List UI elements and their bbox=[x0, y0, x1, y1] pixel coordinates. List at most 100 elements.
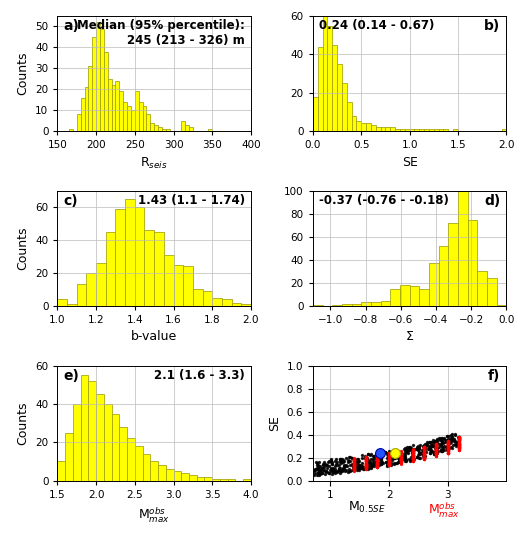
Point bbox=[367, 461, 376, 470]
Point bbox=[426, 437, 434, 446]
Point bbox=[408, 452, 417, 460]
Bar bbox=[104, 52, 108, 131]
Point bbox=[384, 452, 393, 460]
Point bbox=[340, 462, 349, 471]
Bar bbox=[143, 454, 150, 481]
Point bbox=[321, 466, 329, 475]
Point bbox=[444, 435, 452, 443]
Point bbox=[349, 463, 357, 472]
Bar bbox=[85, 87, 88, 131]
Point bbox=[410, 445, 419, 453]
Point bbox=[393, 446, 401, 454]
Text: M$^{obs}_{max}$: M$^{obs}_{max}$ bbox=[429, 500, 460, 520]
Point bbox=[433, 444, 441, 452]
Point bbox=[444, 437, 452, 446]
Point bbox=[455, 441, 464, 449]
Point bbox=[336, 458, 344, 467]
Point bbox=[385, 452, 393, 460]
Point bbox=[396, 449, 405, 458]
Point bbox=[443, 431, 451, 440]
Bar bbox=[173, 471, 181, 481]
Point bbox=[455, 438, 464, 446]
Point bbox=[409, 451, 417, 459]
Point bbox=[432, 444, 440, 452]
Point bbox=[425, 449, 434, 457]
Point bbox=[432, 435, 441, 444]
Point bbox=[397, 452, 405, 461]
Point bbox=[444, 442, 452, 451]
Point bbox=[449, 436, 458, 445]
Point bbox=[385, 459, 393, 468]
Point bbox=[455, 436, 464, 444]
Point bbox=[361, 459, 370, 468]
Point bbox=[455, 438, 464, 447]
Point bbox=[444, 440, 452, 449]
Point bbox=[385, 457, 393, 465]
Point bbox=[455, 445, 464, 454]
Point bbox=[447, 431, 455, 439]
Point bbox=[435, 439, 443, 448]
Point bbox=[377, 460, 385, 468]
Point bbox=[327, 456, 336, 465]
Point bbox=[401, 454, 409, 462]
Point bbox=[355, 464, 364, 473]
Point bbox=[364, 465, 373, 473]
Point bbox=[432, 446, 440, 454]
Point bbox=[364, 456, 372, 464]
Point bbox=[335, 466, 343, 474]
Point bbox=[408, 447, 417, 456]
Point bbox=[414, 447, 423, 456]
Point bbox=[330, 466, 338, 475]
Point bbox=[444, 436, 452, 444]
Point bbox=[387, 460, 396, 469]
Point bbox=[335, 465, 343, 473]
Point bbox=[441, 437, 449, 446]
Point bbox=[361, 460, 370, 468]
Point bbox=[432, 449, 440, 457]
Point bbox=[385, 461, 393, 469]
Point bbox=[408, 452, 417, 460]
Point bbox=[413, 443, 421, 452]
Point bbox=[420, 444, 429, 453]
Point bbox=[332, 460, 340, 468]
Point bbox=[361, 456, 370, 465]
Point bbox=[447, 435, 456, 443]
Bar bbox=[135, 91, 139, 131]
Point bbox=[455, 435, 464, 443]
Bar bbox=[106, 232, 115, 306]
Point bbox=[444, 445, 452, 453]
Point bbox=[455, 433, 464, 442]
Point bbox=[385, 459, 393, 467]
Point bbox=[408, 452, 417, 460]
Point bbox=[401, 444, 410, 452]
Point bbox=[335, 464, 343, 473]
Point bbox=[397, 448, 405, 457]
Point bbox=[420, 442, 429, 451]
Point bbox=[405, 443, 413, 451]
Point bbox=[350, 466, 358, 474]
Point bbox=[385, 452, 393, 460]
Point bbox=[408, 446, 417, 454]
Point bbox=[455, 435, 464, 443]
Point bbox=[455, 439, 464, 447]
Point bbox=[376, 459, 384, 467]
Bar bbox=[434, 129, 438, 131]
Point bbox=[319, 460, 327, 469]
Point bbox=[339, 456, 348, 464]
Point bbox=[385, 459, 393, 468]
Point bbox=[350, 458, 358, 467]
Bar bbox=[438, 129, 444, 131]
Point bbox=[444, 440, 452, 449]
Point bbox=[397, 452, 406, 460]
Point bbox=[420, 443, 429, 452]
Point bbox=[401, 457, 409, 465]
Point bbox=[328, 465, 336, 473]
Point bbox=[444, 439, 452, 447]
Bar bbox=[318, 46, 323, 131]
Point bbox=[386, 452, 394, 460]
Point bbox=[373, 452, 382, 461]
Point bbox=[384, 449, 393, 458]
Point bbox=[424, 443, 433, 452]
Point bbox=[373, 458, 382, 466]
Point bbox=[420, 443, 429, 452]
